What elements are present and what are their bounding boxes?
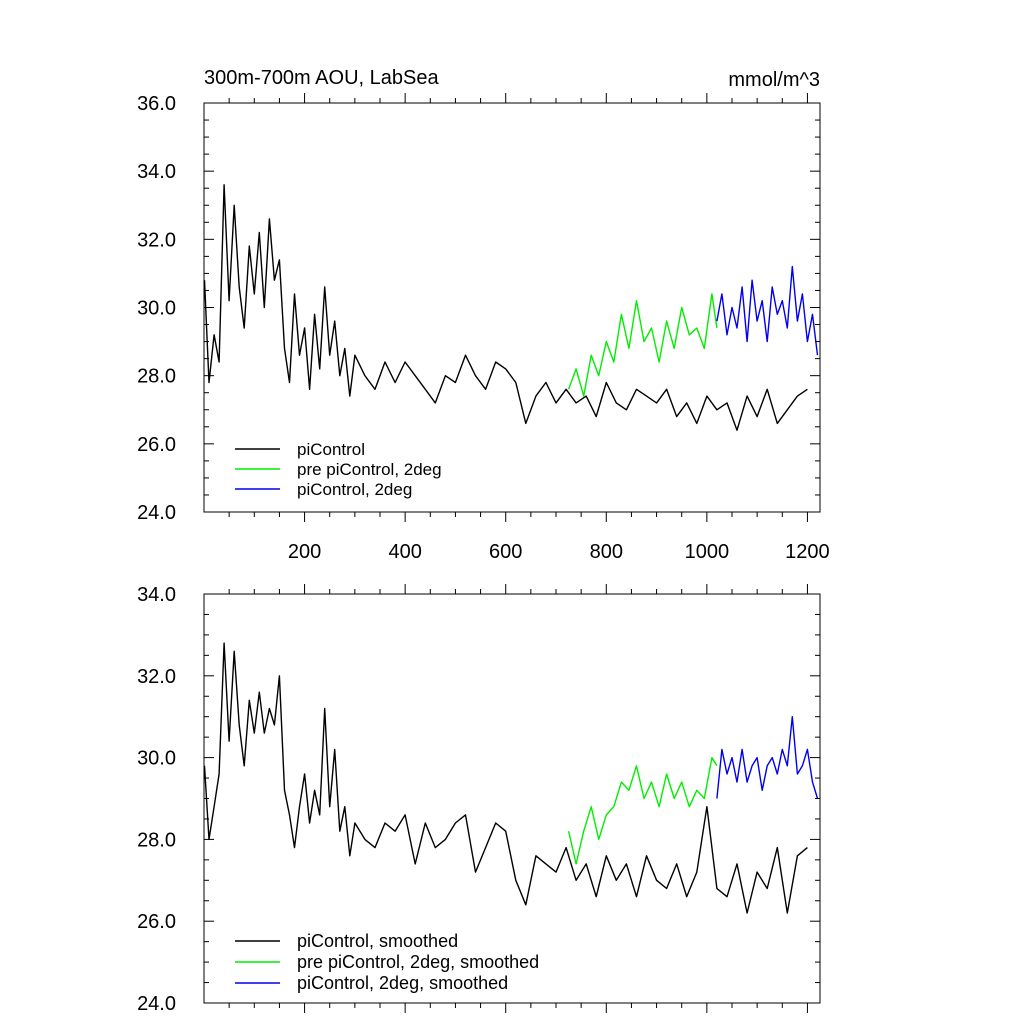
legend-label: pre piControl, 2deg	[297, 460, 442, 479]
legend-label: piControl, 2deg	[297, 480, 412, 499]
y-tick-label: 24.0	[137, 502, 176, 524]
y-tick-label: 32.0	[137, 229, 176, 251]
series-line-3	[716, 716, 819, 799]
y-tick-label: 26.0	[137, 434, 176, 456]
y-tick-label: 30.0	[137, 748, 176, 770]
y-tick-label: 34.0	[137, 161, 176, 183]
x-tick-label: 1200	[785, 541, 830, 563]
legend-label: piControl, smoothed	[297, 931, 458, 951]
y-tick-label: 28.0	[137, 366, 176, 388]
y-tick-label: 34.0	[137, 584, 176, 606]
series-line-1	[203, 184, 808, 431]
x-tick-label: 800	[590, 541, 623, 563]
x-tick-label: 400	[388, 541, 421, 563]
top-axis-ticks: 24.0 26.0 28.0 30.0 32.0 34.0 36.0 200 400 600 800…	[137, 93, 830, 563]
units-label: mmol/m^3	[728, 69, 820, 91]
y-tick-label: 26.0	[137, 911, 176, 933]
series-line-1	[203, 642, 808, 914]
legend-label: piControl, 2deg, smoothed	[297, 973, 508, 993]
series-line-2	[567, 756, 718, 865]
bottom-axis-ticks: 24.0 26.0 28.0 30.0 32.0 34.0	[137, 584, 820, 1015]
top-panel: 300m-700m AOU, LabSea mmol/m^3 24.026.02…	[137, 67, 830, 563]
x-tick-label: 600	[489, 541, 522, 563]
y-tick-label: 30.0	[137, 298, 176, 320]
x-tick-label: 1000	[685, 541, 730, 563]
y-tick-label: 28.0	[137, 829, 176, 851]
legend-label: pre piControl, 2deg, smoothed	[297, 952, 539, 972]
y-tick-label: 24.0	[137, 993, 176, 1015]
series-line-3	[716, 265, 819, 356]
x-tick-label: 200	[288, 541, 321, 563]
legend-label: piControl	[297, 440, 365, 459]
chart-title: 300m-700m AOU, LabSea	[204, 67, 439, 89]
bottom-series-lines	[203, 642, 819, 914]
bottom-panel: 24.0 26.0 28.0 30.0 32.0 34.0 piControl, smoo…	[137, 584, 821, 1015]
y-tick-label: 36.0	[137, 93, 176, 115]
y-tick-label: 32.0	[137, 666, 176, 688]
top-series-lines	[203, 184, 819, 431]
series-line-2	[567, 293, 718, 397]
